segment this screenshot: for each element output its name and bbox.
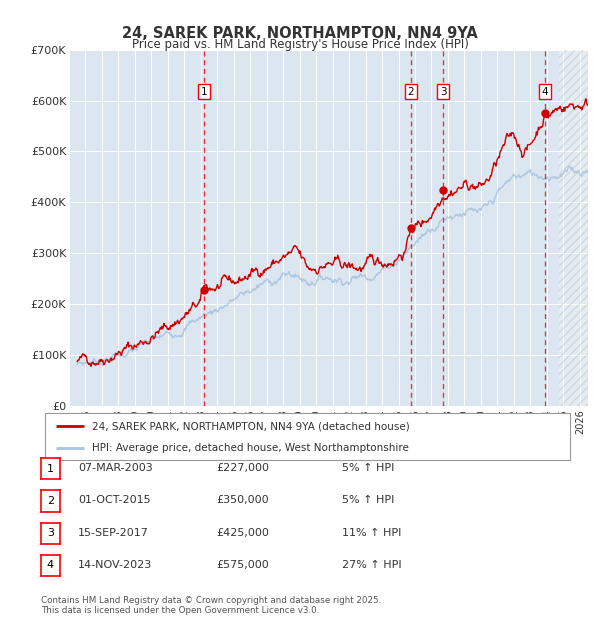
Text: 27% ↑ HPI: 27% ↑ HPI — [342, 560, 401, 570]
Text: 2: 2 — [47, 496, 54, 506]
Text: 4: 4 — [47, 560, 54, 570]
Text: 01-OCT-2015: 01-OCT-2015 — [78, 495, 151, 505]
Text: £425,000: £425,000 — [216, 528, 269, 538]
Text: 3: 3 — [47, 528, 54, 538]
Text: 15-SEP-2017: 15-SEP-2017 — [78, 528, 149, 538]
Text: 07-MAR-2003: 07-MAR-2003 — [78, 463, 153, 473]
Text: 24, SAREK PARK, NORTHAMPTON, NN4 9YA (detached house): 24, SAREK PARK, NORTHAMPTON, NN4 9YA (de… — [92, 421, 410, 431]
Text: £350,000: £350,000 — [216, 495, 269, 505]
Text: Price paid vs. HM Land Registry's House Price Index (HPI): Price paid vs. HM Land Registry's House … — [131, 38, 469, 51]
Text: 3: 3 — [440, 87, 446, 97]
Text: 24, SAREK PARK, NORTHAMPTON, NN4 9YA: 24, SAREK PARK, NORTHAMPTON, NN4 9YA — [122, 26, 478, 41]
Text: £227,000: £227,000 — [216, 463, 269, 473]
Text: 5% ↑ HPI: 5% ↑ HPI — [342, 495, 394, 505]
Text: 1: 1 — [200, 87, 207, 97]
Text: 4: 4 — [541, 87, 548, 97]
Text: 14-NOV-2023: 14-NOV-2023 — [78, 560, 152, 570]
Text: HPI: Average price, detached house, West Northamptonshire: HPI: Average price, detached house, West… — [92, 443, 409, 453]
Text: 2: 2 — [407, 87, 414, 97]
Bar — [559, 50, 588, 406]
Text: 11% ↑ HPI: 11% ↑ HPI — [342, 528, 401, 538]
Text: £575,000: £575,000 — [216, 560, 269, 570]
Text: 5% ↑ HPI: 5% ↑ HPI — [342, 463, 394, 473]
Text: 1: 1 — [47, 464, 54, 474]
Text: Contains HM Land Registry data © Crown copyright and database right 2025.
This d: Contains HM Land Registry data © Crown c… — [41, 596, 381, 615]
